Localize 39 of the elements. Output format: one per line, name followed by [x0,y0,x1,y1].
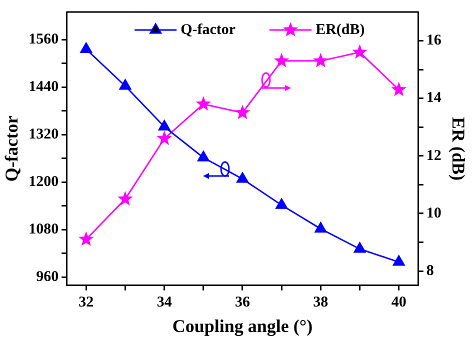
point [197,150,210,162]
point [313,52,328,68]
y-tick-label: 1200 [28,174,59,190]
y2-tick-label: 14 [426,90,442,106]
x-tick-label: 32 [78,294,94,310]
point [158,120,170,130]
point [78,231,94,246]
y-axis-title: Q-factor [1,116,22,182]
point [274,52,290,68]
y-tick-label: 1320 [28,126,59,143]
y2-tick-label: 12 [426,148,442,164]
y-tick-label: 1440 [28,79,59,96]
point [156,130,172,146]
point [80,42,92,53]
x-tick-label: 36 [235,294,250,310]
point [314,222,327,233]
y2-axis-title: ER (dB) [448,116,469,180]
point [391,82,406,96]
point [118,191,133,206]
y2-tick-label: 16 [426,32,442,49]
point [352,44,368,59]
point [392,255,405,266]
point [354,242,366,253]
legend-label: Q-factor [180,22,236,38]
point [276,198,288,209]
legend-label: ER(dB) [316,22,365,38]
point [196,96,212,111]
y-tick-label: 960 [36,268,59,285]
point [119,79,132,90]
y2-tick-label: 10 [426,205,442,222]
y2-tick-label: 8 [426,262,434,279]
x-tick-label: 34 [156,294,172,310]
point [234,104,250,120]
point [236,172,248,183]
y-tick-label: 1080 [28,221,59,238]
x-axis-title: Coupling angle (°) [172,316,313,336]
x-tick-label: 38 [313,294,328,310]
x-tick-label: 40 [391,294,406,310]
y-tick-label: 1560 [28,32,59,48]
